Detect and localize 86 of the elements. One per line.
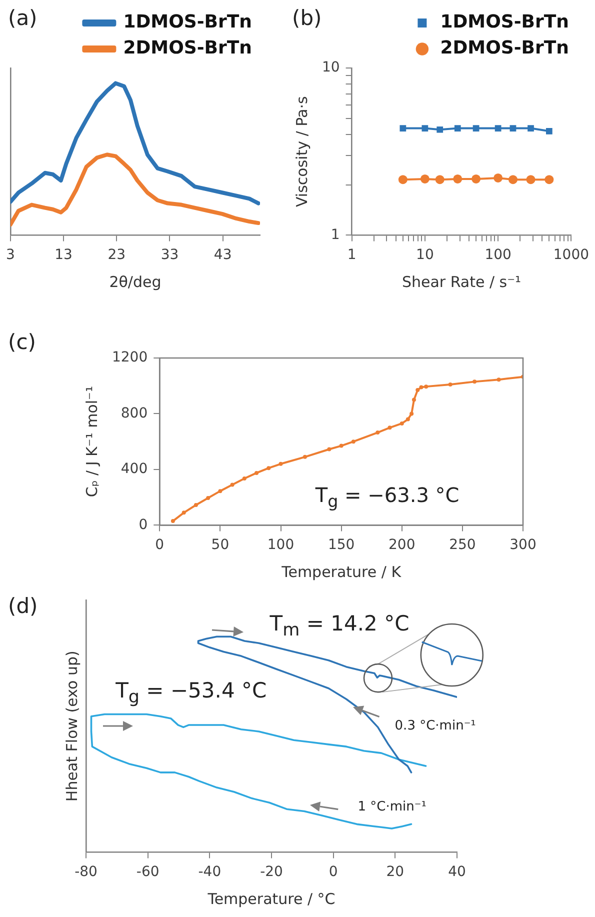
legend-label: 2DMOS-BrTn bbox=[440, 38, 570, 59]
point bbox=[400, 421, 404, 426]
legend-label: 1DMOS-BrTn bbox=[440, 12, 570, 33]
y-tick-label: 0 bbox=[138, 516, 148, 533]
point bbox=[472, 380, 477, 384]
point bbox=[376, 430, 380, 435]
y-axis-title: Hheat Flow (exo up) bbox=[62, 650, 81, 802]
x-tick-label: 1000 bbox=[553, 247, 590, 264]
chart-title: (d) bbox=[8, 594, 38, 618]
point bbox=[327, 447, 332, 452]
point bbox=[339, 444, 344, 448]
annotation: T$_{m}$ = 14.2 °C bbox=[270, 611, 410, 640]
x-tick-label: 3 bbox=[6, 247, 15, 264]
x-tick-label: 200 bbox=[388, 537, 416, 554]
x-tick-label: -20 bbox=[260, 864, 283, 880]
point bbox=[544, 175, 554, 184]
x-tick-label: 20 bbox=[386, 864, 404, 880]
x-tick-label: 100 bbox=[267, 537, 294, 554]
point bbox=[528, 125, 534, 132]
point bbox=[182, 510, 186, 515]
point bbox=[416, 388, 420, 392]
point bbox=[510, 125, 516, 132]
x-tick-label: 250 bbox=[449, 537, 476, 554]
point bbox=[400, 125, 406, 132]
legend-label: 1DMOS-BrTn bbox=[123, 12, 252, 33]
point bbox=[254, 470, 259, 475]
annotation: 0.3 °C·min⁻¹ bbox=[394, 718, 476, 734]
point bbox=[546, 128, 552, 134]
point bbox=[453, 174, 462, 184]
x-axis-title: Temperature / °C bbox=[206, 890, 336, 908]
y-tick-label: 1200 bbox=[112, 350, 148, 366]
point bbox=[424, 384, 428, 389]
point bbox=[435, 175, 444, 184]
x-axis-title: Temperature / K bbox=[280, 562, 402, 581]
x-tick-label: 40 bbox=[448, 864, 466, 880]
y-tick-label: 800 bbox=[120, 405, 148, 422]
point bbox=[278, 462, 283, 466]
annotation: T$_{g}$ = −63.3 °C bbox=[315, 482, 460, 511]
x-tick-label: 13 bbox=[54, 247, 72, 264]
annotation: T$_{g}$ = −53.4 °C bbox=[116, 678, 267, 708]
x-tick-label: 1 bbox=[347, 247, 356, 264]
y-axis-title: Cₚ / J K⁻¹ mol⁻¹ bbox=[82, 386, 101, 498]
point bbox=[526, 175, 536, 184]
chart-title: (b) bbox=[292, 6, 322, 30]
point bbox=[230, 482, 234, 487]
x-tick-label: 10 bbox=[416, 247, 434, 264]
chart-title: (a) bbox=[8, 6, 38, 30]
point bbox=[170, 519, 175, 524]
x-tick-label: 23 bbox=[108, 247, 126, 264]
point bbox=[351, 440, 356, 444]
point bbox=[266, 466, 271, 470]
x-tick-label: -80 bbox=[74, 864, 98, 880]
point bbox=[448, 382, 452, 386]
point bbox=[194, 502, 198, 507]
chart-title: (c) bbox=[8, 330, 36, 354]
point bbox=[419, 385, 424, 390]
x-tick-label: 300 bbox=[510, 537, 536, 554]
point bbox=[410, 412, 414, 416]
point bbox=[398, 175, 408, 184]
point bbox=[302, 454, 307, 459]
y-tick-label: 400 bbox=[120, 461, 148, 478]
x-tick-label: 0 bbox=[155, 537, 164, 554]
point bbox=[436, 126, 444, 133]
point bbox=[242, 476, 246, 481]
x-tick-label: 50 bbox=[211, 537, 230, 554]
annotation: 1 °C·min⁻¹ bbox=[358, 799, 426, 814]
point bbox=[472, 125, 480, 132]
point bbox=[218, 489, 222, 494]
point bbox=[406, 417, 410, 422]
x-tick-label: 150 bbox=[328, 537, 355, 554]
point bbox=[508, 175, 518, 184]
x-tick-label: 33 bbox=[160, 247, 179, 264]
legend-label: 2DMOS-BrTn bbox=[123, 38, 252, 59]
x-tick-label: -60 bbox=[136, 864, 160, 880]
point bbox=[206, 496, 210, 500]
x-tick-label: -40 bbox=[198, 864, 222, 880]
point bbox=[472, 174, 481, 184]
x-tick-label: 43 bbox=[214, 247, 232, 264]
point bbox=[388, 426, 392, 430]
point bbox=[412, 398, 416, 402]
x-axis-title: 2θ/deg bbox=[109, 272, 162, 291]
point bbox=[496, 378, 501, 382]
x-axis-title: Shear Rate / s⁻¹ bbox=[402, 272, 522, 291]
x-tick-label: 100 bbox=[484, 247, 512, 264]
y-axis-title: Viscosity / Pa·s bbox=[292, 96, 311, 208]
point bbox=[454, 125, 461, 132]
